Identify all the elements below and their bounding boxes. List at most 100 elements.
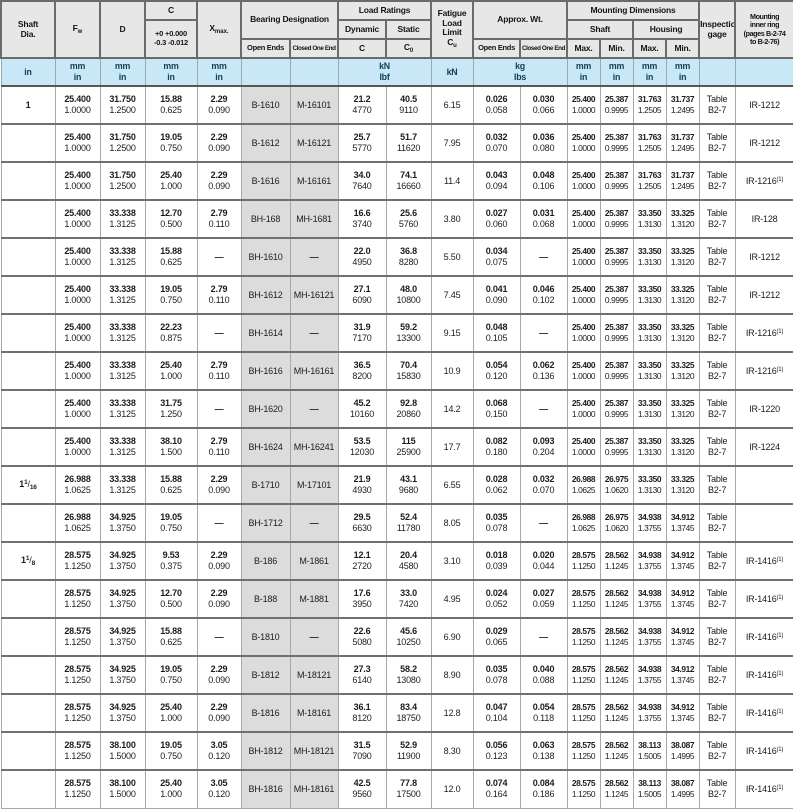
- static-load-value: 33.0 7420: [385, 579, 432, 619]
- inspection-gage-value: Table B2-7: [698, 161, 736, 201]
- x-max-value: 2.79 0.110: [196, 275, 242, 315]
- weight-open-ends-value: 0.024 0.052: [472, 579, 521, 619]
- table-row: 28.575 1.1250 38.100 1.5000 19.05 0.750 3.05 0.…: [0, 731, 793, 771]
- weight-closed-one-end-value: 0.062 0.136: [519, 351, 568, 391]
- shaft-max-value: 25.400 1.0000: [566, 313, 601, 353]
- fatigue-limit-value: 3.80: [430, 199, 474, 239]
- dynamic-load-value: 25.7 5770: [337, 123, 387, 163]
- shaft-dia-value: [0, 617, 56, 657]
- static-load-value: 36.8 8280: [385, 237, 432, 277]
- closed-one-end-designation: MH-1681: [289, 199, 339, 239]
- housing-min-value: 34.912 1.3745: [665, 579, 700, 619]
- unit-mounting-inner-ring: [734, 57, 793, 87]
- shaft-max-value: 25.400 1.0000: [566, 275, 601, 315]
- fw-value: 26.988 1.0625: [54, 465, 101, 505]
- open-ends-designation: BH-1614: [240, 313, 291, 353]
- weight-open-ends-value: 0.029 0.065: [472, 617, 521, 657]
- open-ends-designation: B-1810: [240, 617, 291, 657]
- weight-closed-one-end-value: —: [519, 503, 568, 543]
- weight-closed-one-end-value: 0.048 0.106: [519, 161, 568, 201]
- c-value: 25.40 1.000: [144, 693, 198, 733]
- table-row: 25.400 1.0000 33.338 1.3125 22.23 0.875— BH-16…: [0, 313, 793, 353]
- unit-shaft-dia: in: [0, 57, 56, 87]
- inspection-gage-value: Table B2-7: [698, 389, 736, 429]
- open-ends-designation: B-1616: [240, 161, 291, 201]
- mounting-inner-ring-value: IR-1212: [734, 275, 793, 315]
- weight-open-ends-value: 0.082 0.180: [472, 427, 521, 467]
- housing-min-value: 33.325 1.3120: [665, 313, 700, 353]
- housing-max-value: 31.763 1.2505: [632, 123, 667, 163]
- shaft-max-value: 28.575 1.1250: [566, 579, 601, 619]
- table-row: 11/16 26.988 1.0625 33.338 1.3125 15.88 0.625 2…: [0, 465, 793, 505]
- housing-min-value: 31.737 1.2495: [665, 123, 700, 163]
- fw-value: 28.575 1.1250: [54, 541, 101, 581]
- shaft-min-value: 25.387 0.9995: [599, 123, 634, 163]
- fatigue-limit-value: 6.55: [430, 465, 474, 505]
- shaft-max-value: 25.400 1.0000: [566, 389, 601, 429]
- shaft-dia-value: [0, 275, 56, 315]
- x-max-value: 2.29 0.090: [196, 123, 242, 163]
- mounting-inner-ring-value: IR-1416(1): [734, 541, 793, 581]
- col-header-dynamic-c: C: [337, 38, 388, 59]
- static-load-value: 51.7 11620: [385, 123, 432, 163]
- static-load-value: 58.2 13080: [385, 655, 432, 695]
- inspection-gage-value: Table B2-7: [698, 617, 736, 657]
- d-value: 31.750 1.2500: [99, 161, 146, 201]
- shaft-max-value: 28.575 1.1250: [566, 693, 601, 733]
- shaft-min-value: 25.387 0.9995: [599, 313, 634, 353]
- dynamic-load-value: 31.5 7090: [337, 731, 387, 771]
- d-value: 34.925 1.3750: [99, 693, 146, 733]
- c-value: 38.10 1.500: [144, 427, 198, 467]
- open-ends-designation: BH-1812: [240, 731, 291, 771]
- weight-open-ends-value: 0.026 0.058: [472, 85, 521, 125]
- shaft-max-value: 28.575 1.1250: [566, 541, 601, 581]
- fw-value: 25.400 1.0000: [54, 123, 101, 163]
- inspection-gage-value: Table B2-7: [698, 503, 736, 543]
- housing-min-value: 38.087 1.4995: [665, 731, 700, 771]
- shaft-dia-value: [0, 693, 56, 733]
- col-header-fw: Fw: [54, 0, 101, 59]
- table-row: 1 25.400 1.0000 31.750 1.2500 15.88 0.625 2.29 0…: [0, 85, 793, 125]
- housing-max-value: 33.350 1.3130: [632, 237, 667, 277]
- housing-min-value: 33.325 1.3120: [665, 465, 700, 505]
- x-max-value: 2.29 0.090: [196, 85, 242, 125]
- housing-min-value: 33.325 1.3120: [665, 427, 700, 467]
- table-row: 28.575 1.1250 34.925 1.3750 15.88 0.625— B-181…: [0, 617, 793, 657]
- housing-max-value: 34.938 1.3755: [632, 617, 667, 657]
- table-row: 26.988 1.0625 34.925 1.3750 19.05 0.750— BH-17…: [0, 503, 793, 543]
- housing-min-value: 34.912 1.3745: [665, 541, 700, 581]
- housing-max-value: 34.938 1.3755: [632, 655, 667, 695]
- housing-min-value: 34.912 1.3745: [665, 617, 700, 657]
- shaft-min-value: 25.387 0.9995: [599, 161, 634, 201]
- d-value: 31.750 1.2500: [99, 123, 146, 163]
- shaft-dia-value: [0, 199, 56, 239]
- inspection-gage-value: Table B2-7: [698, 313, 736, 353]
- d-value: 33.338 1.3125: [99, 237, 146, 277]
- open-ends-designation: BH-168: [240, 199, 291, 239]
- shaft-dia-value: 1: [0, 85, 56, 125]
- mounting-inner-ring-value: IR-1212: [734, 123, 793, 163]
- shaft-min-value: 26.975 1.0620: [599, 465, 634, 505]
- housing-max-value: 34.938 1.3755: [632, 503, 667, 543]
- col-header-shaft-max: Max.: [566, 38, 602, 59]
- weight-open-ends-value: 0.018 0.039: [472, 541, 521, 581]
- static-load-value: 48.0 10800: [385, 275, 432, 315]
- housing-min-value: 33.325 1.3120: [665, 237, 700, 277]
- weight-closed-one-end-value: 0.063 0.138: [519, 731, 568, 771]
- mounting-inner-ring-value: IR-1220: [734, 389, 793, 429]
- shaft-min-value: 25.387 0.9995: [599, 351, 634, 391]
- weight-open-ends-value: 0.074 0.164: [472, 769, 521, 809]
- col-header-shaft-dia: Shaft Dia.: [0, 0, 56, 59]
- fatigue-limit-value: 7.95: [430, 123, 474, 163]
- unit-shaft-max: mm in: [566, 57, 601, 87]
- inspection-gage-value: Table B2-7: [698, 465, 736, 505]
- fw-value: 26.988 1.0625: [54, 503, 101, 543]
- open-ends-designation: BH-1610: [240, 237, 291, 277]
- c-value: 25.40 1.000: [144, 351, 198, 391]
- unit-d: mm in: [99, 57, 146, 87]
- dynamic-load-value: 36.5 8200: [337, 351, 387, 391]
- weight-open-ends-value: 0.035 0.078: [472, 655, 521, 695]
- open-ends-designation: B-1610: [240, 85, 291, 125]
- shaft-dia-value: [0, 503, 56, 543]
- table-row: 25.400 1.0000 31.750 1.2500 19.05 0.750 2.29 0.…: [0, 123, 793, 163]
